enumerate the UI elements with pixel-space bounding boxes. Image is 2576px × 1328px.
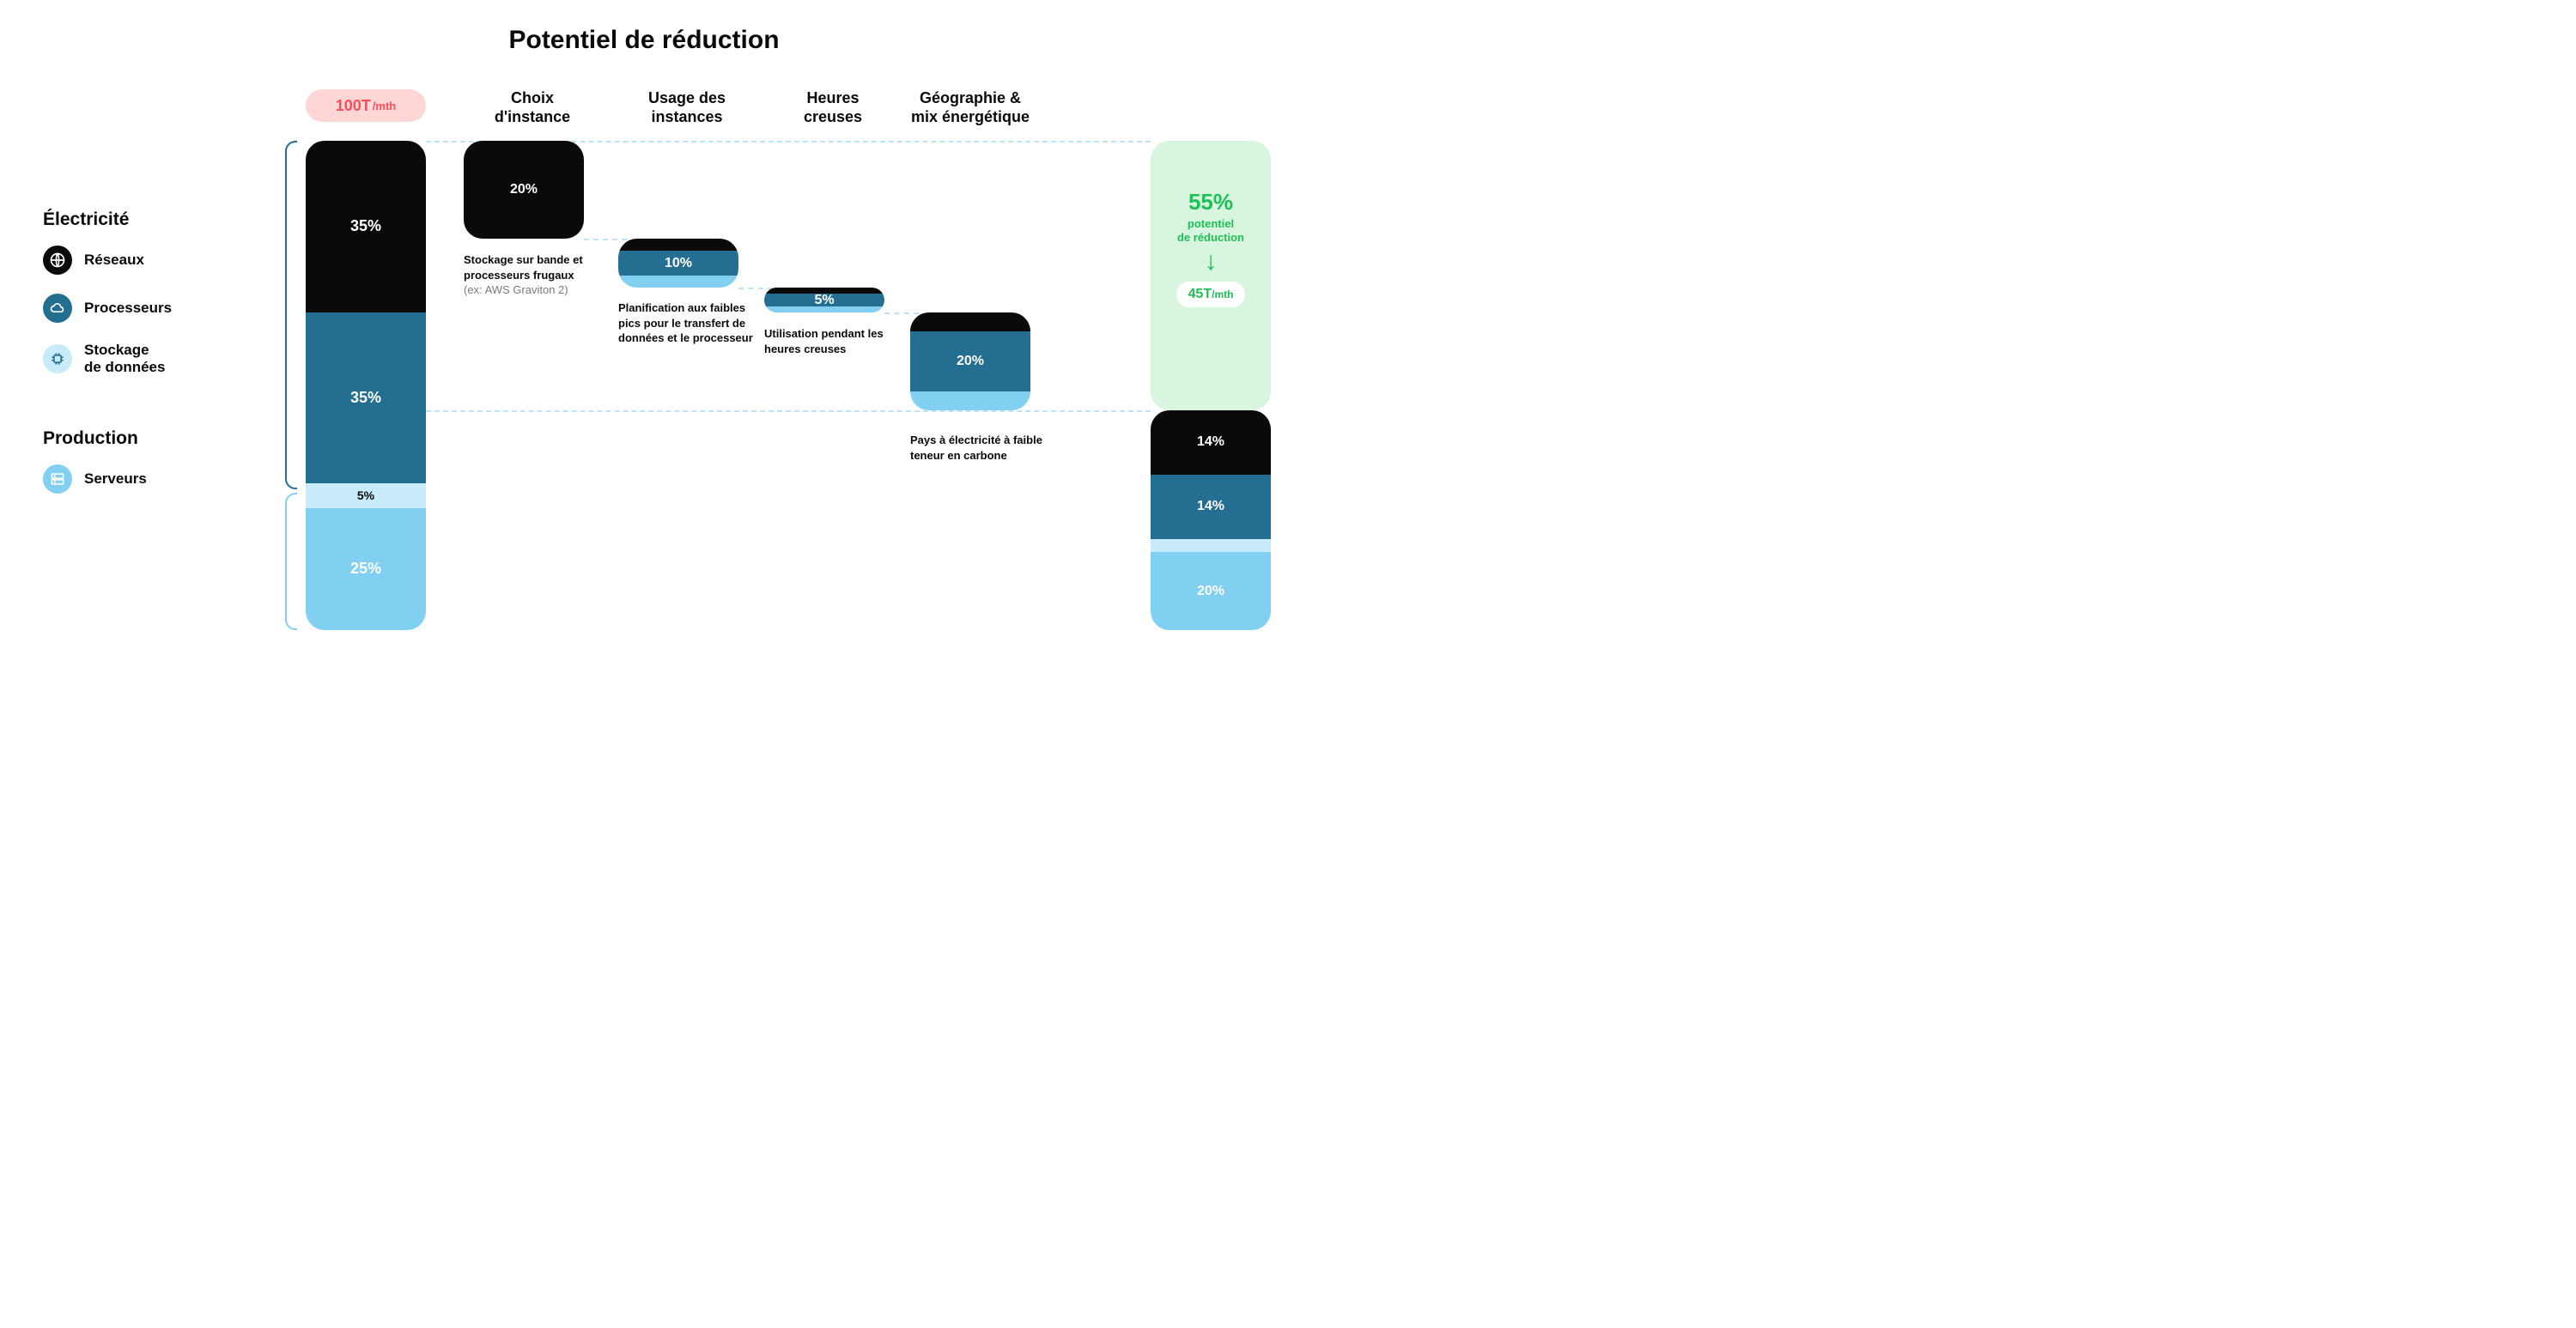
column-header-usage: Usage des instances — [618, 89, 756, 126]
page-title: Potentiel de réduction — [34, 26, 1254, 55]
waterfall-block-geo: 20% — [910, 312, 1030, 410]
legend: Électricité Réseaux Processeurs Stockage… — [43, 209, 258, 512]
waterfall-percent: 20% — [464, 141, 584, 239]
result-column: 55% potentiel de réduction ↓ 45T/mth 14%… — [1151, 141, 1271, 630]
bar-segment-dark: 35% — [306, 141, 426, 312]
bar-segment-pale — [1151, 539, 1271, 553]
waterfall-percent: 10% — [618, 251, 738, 276]
badge-end-unit: /mth — [1212, 288, 1233, 300]
guide-line — [884, 312, 919, 314]
server-icon — [43, 464, 72, 494]
bar-segment-pale: 5% — [306, 483, 426, 508]
waterfall-percent: 5% — [764, 294, 884, 306]
arrow-down-icon: ↓ — [1205, 249, 1218, 275]
bar-segment-sky: 20% — [1151, 552, 1271, 630]
waterfall-desc-geo: Pays à électricité à faible teneur en ca… — [910, 433, 1056, 463]
legend-item-storage: Stockage de données — [43, 342, 258, 377]
waterfall-block-heures: 5% — [764, 288, 884, 312]
bar-segment-dark: 14% — [1151, 410, 1271, 475]
guide-line — [584, 239, 627, 240]
badge-start: 100T/mth — [306, 89, 426, 122]
bar-segment-sky: 25% — [306, 508, 426, 631]
guide-line — [426, 410, 1151, 412]
bar-segment-teal: 35% — [306, 312, 426, 484]
legend-item-processors: Processeurs — [43, 294, 258, 323]
cloud-icon — [43, 294, 72, 323]
waterfall-desc-choix: Stockage sur bande et processeurs frugau… — [464, 252, 610, 298]
badge-unit: /mth — [373, 100, 396, 112]
waterfall-block-choix: 20% — [464, 141, 584, 239]
legend-label: Stockage de données — [84, 342, 165, 377]
legend-item-servers: Serveurs — [43, 464, 258, 494]
bar-end: 14%14% 20% — [1151, 410, 1271, 630]
badge-value: 100T — [336, 97, 371, 115]
column-header-geo: Géographie & mix énergétique — [902, 89, 1039, 126]
bar-segment-teal: 14% — [1151, 475, 1271, 539]
bar-start: 35%35%5%25% — [306, 141, 426, 630]
badge-end: 45T/mth — [1176, 282, 1246, 307]
waterfall-block-usage: 10% — [618, 239, 738, 288]
waterfall-percent: 20% — [910, 331, 1030, 391]
diagram-canvas: Électricité Réseaux Processeurs Stockage… — [34, 89, 1254, 639]
legend-label: Réseaux — [84, 252, 144, 269]
legend-item-networks: Réseaux — [43, 246, 258, 275]
waterfall-desc-heures: Utilisation pendant les heures creuses — [764, 326, 910, 356]
globe-icon — [43, 246, 72, 275]
legend-label: Serveurs — [84, 470, 147, 488]
badge-end-value: 45T — [1188, 287, 1212, 301]
result-green-box: 55% potentiel de réduction ↓ 45T/mth — [1151, 141, 1271, 410]
legend-production-title: Production — [43, 428, 258, 449]
legend-label: Processeurs — [84, 300, 172, 317]
bracket-production — [285, 493, 297, 630]
result-percent: 55% — [1188, 189, 1233, 215]
guide-line — [738, 288, 773, 289]
chip-icon — [43, 344, 72, 373]
legend-electricity-title: Électricité — [43, 209, 258, 230]
waterfall-desc-usage: Planification aux faibles pics pour le t… — [618, 300, 764, 346]
bracket-electricity — [285, 141, 297, 489]
column-header-choix: Choix d'instance — [464, 89, 601, 126]
result-subtitle: potentiel de réduction — [1177, 217, 1244, 244]
column-header-heures: Heures creuses — [764, 89, 902, 126]
